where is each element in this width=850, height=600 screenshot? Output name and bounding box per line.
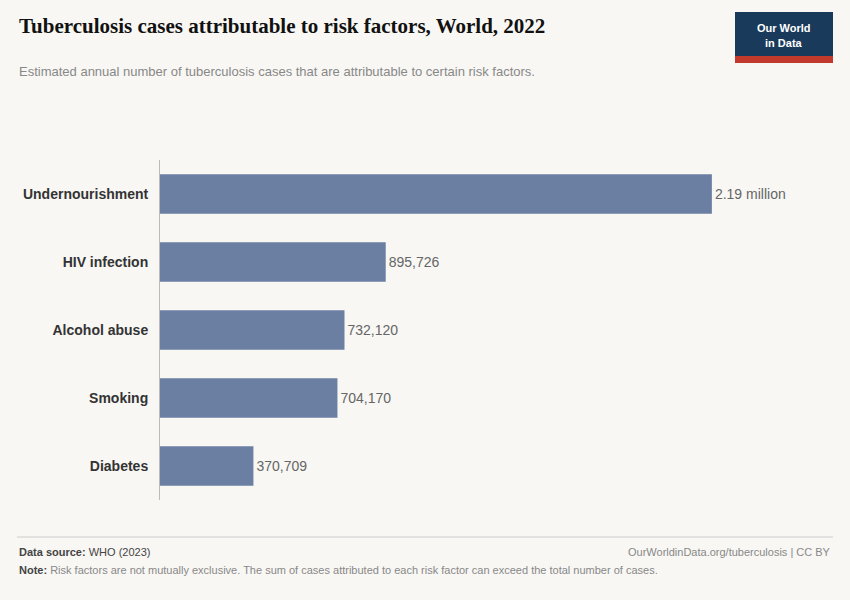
svg-text:370,709: 370,709 [256,458,307,474]
svg-text:895,726: 895,726 [389,254,440,270]
svg-text:Our World: Our World [757,22,811,34]
svg-text:Estimated annual number of tub: Estimated annual number of tuberculosis … [19,64,535,79]
svg-text:in Data: in Data [765,37,803,49]
svg-text:732,120: 732,120 [347,322,398,338]
svg-text:Alcohol abuse: Alcohol abuse [53,322,149,338]
svg-text:Tuberculosis cases attributabl: Tuberculosis cases attributable to risk … [19,14,545,38]
svg-text:Diabetes: Diabetes [90,458,149,474]
svg-text:2.19 million: 2.19 million [715,186,786,202]
svg-text:704,170: 704,170 [340,390,391,406]
svg-text:Smoking: Smoking [89,390,148,406]
svg-text:Data source: WHO (2023): Data source: WHO (2023) [19,546,150,558]
svg-text:HIV infection: HIV infection [63,254,149,270]
svg-text:Undernourishment: Undernourishment [23,186,149,202]
svg-text:Note: Risk factors are not mut: Note: Risk factors are not mutually excl… [19,564,658,576]
svg-text:OurWorldinData.org/tuberculosi: OurWorldinData.org/tuberculosis | CC BY [628,546,831,558]
